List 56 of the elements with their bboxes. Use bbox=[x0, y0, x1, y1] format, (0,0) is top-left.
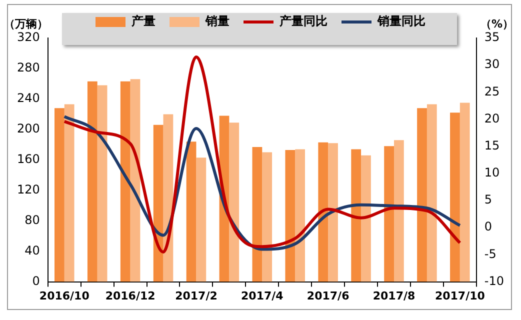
y2-tick-label: 15 bbox=[484, 138, 500, 152]
x-tick-label: 2017/10 bbox=[434, 289, 486, 302]
bar bbox=[460, 102, 470, 282]
y-tick-label: 120 bbox=[17, 182, 40, 196]
bar bbox=[361, 155, 371, 282]
y2-tick-label: 30 bbox=[484, 57, 500, 72]
y2-tick-label: 25 bbox=[484, 84, 500, 98]
y2-tick-label: 5 bbox=[484, 192, 492, 207]
y-tick-label: 80 bbox=[24, 212, 40, 227]
x-tick-label: 2017/4 bbox=[241, 289, 284, 302]
bar bbox=[426, 104, 437, 282]
y-tick-label: 40 bbox=[24, 243, 40, 258]
x-tick-label: 2017/2 bbox=[175, 289, 218, 302]
bar bbox=[384, 146, 394, 282]
x-tick-label: 2016/12 bbox=[105, 289, 156, 302]
y2-tick-label: 10 bbox=[484, 166, 500, 180]
bar bbox=[153, 124, 164, 282]
y-tick-label: 240 bbox=[17, 91, 40, 106]
bar bbox=[97, 85, 108, 282]
legend-label: 销量同比 bbox=[376, 14, 426, 28]
y2-tick-label: -5 bbox=[484, 246, 496, 261]
y2-tick-label: 20 bbox=[484, 111, 500, 126]
x-tick-label: 2017/6 bbox=[306, 289, 350, 302]
bar bbox=[252, 146, 262, 282]
bar bbox=[120, 81, 130, 282]
legend-label: 产量 bbox=[130, 14, 156, 28]
bar bbox=[417, 108, 427, 282]
y2-axis-title: （%） bbox=[480, 17, 514, 30]
bar bbox=[87, 81, 98, 282]
bar bbox=[186, 142, 196, 282]
y-tick-label: 200 bbox=[17, 122, 40, 136]
bar bbox=[318, 142, 328, 282]
bar bbox=[229, 122, 240, 282]
y-axis-title: （万辆） bbox=[4, 17, 48, 30]
x-tick-label: 2016/10 bbox=[39, 289, 90, 302]
legend-label: 销量 bbox=[204, 14, 230, 28]
bar bbox=[285, 150, 296, 282]
bar bbox=[328, 143, 338, 282]
bar bbox=[196, 158, 206, 282]
x-tick-label: 2017/8 bbox=[372, 289, 416, 302]
bar bbox=[351, 149, 362, 282]
y-tick-label: 160 bbox=[17, 152, 40, 166]
y2-tick-label: 35 bbox=[484, 30, 500, 44]
bar bbox=[295, 149, 305, 282]
legend-label: 产量同比 bbox=[278, 14, 328, 28]
bar bbox=[54, 108, 64, 282]
y-tick-label: 0 bbox=[32, 274, 40, 288]
y-tick-label: 280 bbox=[17, 60, 40, 75]
y-tick-label: 320 bbox=[17, 30, 40, 44]
bar bbox=[262, 152, 272, 282]
bar bbox=[394, 140, 404, 282]
y2-tick-label: -10 bbox=[484, 274, 504, 288]
bar bbox=[64, 104, 74, 282]
y2-tick-label: 0 bbox=[484, 220, 492, 234]
line-series bbox=[62, 55, 462, 254]
bar bbox=[450, 112, 460, 282]
